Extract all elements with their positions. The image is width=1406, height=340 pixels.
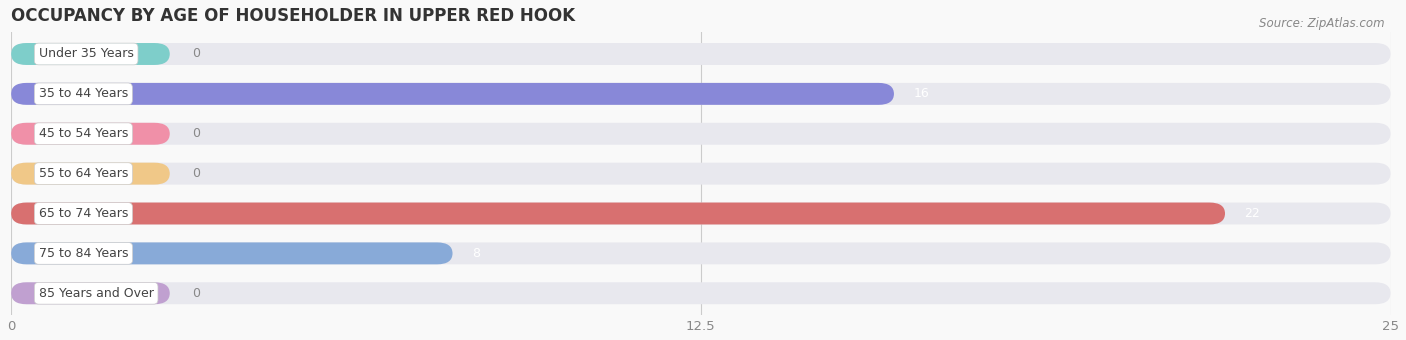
Text: 65 to 74 Years: 65 to 74 Years — [39, 207, 128, 220]
FancyBboxPatch shape — [11, 163, 170, 185]
Text: 75 to 84 Years: 75 to 84 Years — [39, 247, 128, 260]
Text: 55 to 64 Years: 55 to 64 Years — [39, 167, 128, 180]
FancyBboxPatch shape — [11, 43, 1391, 65]
Text: 22: 22 — [1244, 207, 1260, 220]
Text: 0: 0 — [191, 167, 200, 180]
FancyBboxPatch shape — [11, 282, 170, 304]
Text: 8: 8 — [472, 247, 479, 260]
Text: 35 to 44 Years: 35 to 44 Years — [39, 87, 128, 100]
FancyBboxPatch shape — [11, 203, 1225, 224]
FancyBboxPatch shape — [11, 83, 1391, 105]
FancyBboxPatch shape — [11, 83, 894, 105]
FancyBboxPatch shape — [11, 43, 170, 65]
Text: Source: ZipAtlas.com: Source: ZipAtlas.com — [1260, 17, 1385, 30]
FancyBboxPatch shape — [11, 203, 1391, 224]
FancyBboxPatch shape — [11, 123, 1391, 145]
Text: Under 35 Years: Under 35 Years — [39, 48, 134, 61]
FancyBboxPatch shape — [11, 282, 1391, 304]
FancyBboxPatch shape — [11, 242, 453, 264]
Text: 0: 0 — [191, 48, 200, 61]
Text: OCCUPANCY BY AGE OF HOUSEHOLDER IN UPPER RED HOOK: OCCUPANCY BY AGE OF HOUSEHOLDER IN UPPER… — [11, 7, 575, 25]
FancyBboxPatch shape — [11, 123, 170, 145]
FancyBboxPatch shape — [11, 242, 1391, 264]
Text: 16: 16 — [914, 87, 929, 100]
Text: 0: 0 — [191, 127, 200, 140]
Text: 45 to 54 Years: 45 to 54 Years — [39, 127, 128, 140]
Text: 85 Years and Over: 85 Years and Over — [39, 287, 153, 300]
Text: 0: 0 — [191, 287, 200, 300]
FancyBboxPatch shape — [11, 163, 1391, 185]
